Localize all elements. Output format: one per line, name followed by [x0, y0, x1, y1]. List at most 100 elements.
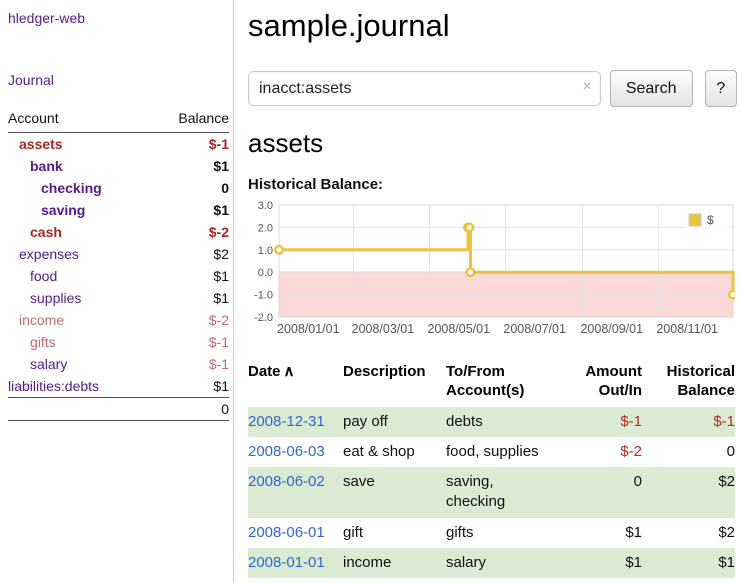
transaction-date-link[interactable]: 2008-06-02 [248, 473, 325, 490]
y-tick-label: 1.0 [258, 245, 273, 257]
transaction-description: pay off [343, 407, 446, 437]
sidebar-account-checking[interactable]: checking [41, 180, 102, 196]
y-tick-label: 3.0 [258, 200, 273, 212]
transaction-description: save [343, 467, 446, 518]
x-tick-label: 2008/05/01 [428, 322, 491, 336]
sidebar: hledger-web Journal Account Balance asse… [0, 0, 233, 582]
sidebar-account-cash[interactable]: cash [30, 224, 62, 240]
legend-label: $ [707, 213, 714, 227]
chart-svg: 3.02.01.00.0-1.0-2.02008/01/012008/03/01… [248, 199, 735, 345]
transaction-accounts: food, supplies [446, 437, 563, 467]
register-row: 2008-06-02savesaving, checking0$2 [248, 467, 735, 518]
sidebar-item-journal[interactable]: Journal [8, 72, 233, 88]
register-row: 2008-12-31pay offdebts$-1$-1 [248, 407, 735, 437]
sidebar-account-gifts[interactable]: gifts [30, 334, 56, 350]
sidebar-account-row: supplies $1 [8, 287, 229, 309]
account-name-cell: supplies [8, 287, 152, 309]
account-name-cell: assets [8, 133, 152, 156]
x-tick-label: 2008/11/01 [656, 322, 718, 336]
chart-title: Historical Balance: [248, 176, 737, 193]
account-balance: $1 [152, 375, 230, 398]
register-row: 2008-06-03eat & shopfood, supplies$-20 [248, 437, 735, 467]
col-header-account: Account [8, 108, 152, 133]
sidebar-account-row: expenses$2 [8, 243, 229, 265]
x-tick-label: 2008/09/01 [580, 322, 643, 336]
transaction-date-link[interactable]: 2008-06-01 [248, 524, 325, 541]
legend-swatch [689, 214, 701, 226]
account-balance: 0 [152, 177, 230, 199]
transaction-date-link[interactable]: 2008-06-03 [248, 443, 325, 460]
sidebar-account-saving[interactable]: saving [41, 202, 85, 218]
transaction-description: gift [343, 518, 446, 548]
col-header-amount-line2: Out/In [563, 382, 642, 401]
transaction-date-link[interactable]: 2008-12-31 [248, 413, 325, 430]
account-name-cell: gifts [8, 331, 152, 353]
account-name-cell: liabilities:debts [8, 375, 152, 398]
transaction-accounts: gifts [446, 518, 563, 548]
sidebar-account-row: liabilities:debts $1 [8, 375, 229, 398]
register-table: Date∧ Description To/From Account(s) Amo… [248, 361, 735, 578]
account-balance: $1 [152, 199, 230, 221]
transaction-amount: $1 [563, 548, 642, 578]
sidebar-account-row: salary $-1 [8, 353, 229, 375]
sidebar-account-food[interactable]: food [30, 268, 57, 284]
transaction-date-cell: 2008-06-03 [248, 437, 343, 467]
col-header-tofrom[interactable]: To/From Account(s) [446, 361, 563, 407]
account-balance: $-1 [152, 331, 230, 353]
sidebar-account-assets[interactable]: assets [19, 136, 63, 152]
account-name-cell: salary [8, 353, 152, 375]
sidebar-account-bank[interactable]: bank [30, 158, 63, 174]
account-balance: $-2 [152, 221, 230, 243]
sidebar-divider [233, 0, 234, 582]
col-header-amount[interactable]: Amount Out/In [563, 361, 642, 407]
search-button[interactable]: Search [610, 70, 693, 107]
y-tick-label: 2.0 [258, 222, 273, 234]
transaction-date-cell: 2008-06-01 [248, 518, 343, 548]
col-header-balance: Balance [152, 108, 230, 133]
transaction-date-link[interactable]: 2008-01-01 [248, 554, 325, 571]
help-button[interactable]: ? [705, 70, 737, 107]
sidebar-account-supplies[interactable]: supplies [30, 290, 81, 306]
data-point-marker [729, 291, 735, 299]
sidebar-account-row: cash $-2 [8, 221, 229, 243]
register-body: 2008-12-31pay offdebts$-1$-12008-06-03ea… [248, 407, 735, 579]
accounts-header-row: Account Balance [8, 108, 229, 133]
main-content: sample.journal × Search ? assets Histori… [248, 0, 737, 578]
col-header-historical[interactable]: Historical Balance [642, 361, 735, 407]
data-point-marker [466, 224, 474, 232]
transaction-accounts: saving, checking [446, 467, 563, 518]
app-title-link[interactable]: hledger-web [8, 10, 233, 26]
account-balance: $1 [152, 287, 230, 309]
transaction-amount: $1 [563, 518, 642, 548]
sidebar-account-liabilities-debts[interactable]: liabilities:debts [8, 378, 99, 394]
search-input[interactable] [248, 71, 601, 106]
account-name-cell: food [8, 265, 152, 287]
search-field-wrapper: × [248, 71, 601, 106]
col-header-description[interactable]: Description [343, 361, 446, 407]
clear-search-icon[interactable]: × [582, 79, 591, 95]
account-heading: assets [248, 128, 737, 159]
account-name-cell: income [8, 309, 152, 331]
transaction-historical-balance: $1 [642, 548, 735, 578]
transaction-date-cell: 2008-06-02 [248, 467, 343, 518]
y-tick-label: -1.0 [254, 290, 273, 302]
sidebar-account-row: income$-2 [8, 309, 229, 331]
sidebar-account-row: bank$1 [8, 155, 229, 177]
col-header-tofrom-line2: Account(s) [446, 382, 555, 401]
account-balance: $-1 [152, 353, 230, 375]
sidebar-account-row: food $1 [8, 265, 229, 287]
sidebar-account-expenses[interactable]: expenses [19, 246, 79, 262]
historical-balance-chart[interactable]: 3.02.01.00.0-1.0-2.02008/01/012008/03/01… [248, 199, 735, 345]
account-name-cell: checking [8, 177, 152, 199]
sidebar-account-income[interactable]: income [19, 312, 64, 328]
page-title: sample.journal [248, 8, 737, 44]
accounts-total-balance: 0 [8, 398, 229, 421]
transaction-description: eat & shop [343, 437, 446, 467]
col-header-amount-line1: Amount [563, 363, 642, 382]
sidebar-account-salary[interactable]: salary [30, 356, 67, 372]
account-balance: $1 [152, 265, 230, 287]
account-name-cell: saving [8, 199, 152, 221]
data-point-marker [275, 246, 283, 254]
col-header-date-label: Date [248, 363, 281, 380]
col-header-date[interactable]: Date∧ [248, 361, 343, 407]
